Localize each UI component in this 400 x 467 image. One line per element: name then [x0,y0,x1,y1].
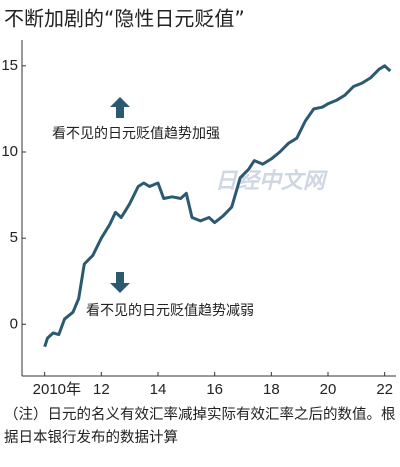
x-tick-label: 12 [93,381,110,398]
x-tick-label: 18 [263,381,280,398]
x-tick-label: 20 [320,381,337,398]
line [43,64,392,348]
chart-title: 不断加剧的“隐性日元贬值” [4,7,245,31]
watermark: 日经中文网 [215,168,328,194]
x-tick-label: 2010年 [33,381,81,398]
note: （注）日元的名义有效汇率减掉实际有效汇率之后的数值。根据日本银行发布的数据计算 [4,407,396,446]
y-tick-label: 0 [10,315,18,332]
x-tick-label: 22 [376,381,393,398]
x-tick-label: 14 [150,381,167,398]
up-arrow [110,97,130,118]
y-tick-label: 15 [1,57,18,74]
annotation: 看不见的日元贬值趋势加强 [52,126,220,142]
chart: 不断加剧的“隐性日元贬值” 日经中文网 看不见的日元贬值趋势加强 看不见的日元贬… [1,7,396,398]
annotation: 看不见的日元贬值趋势减弱 [86,303,254,319]
y-tick-label: 5 [10,229,18,246]
down-arrow [110,272,130,293]
x-tick-label: 16 [206,381,223,398]
y-tick-label: 10 [1,143,18,160]
